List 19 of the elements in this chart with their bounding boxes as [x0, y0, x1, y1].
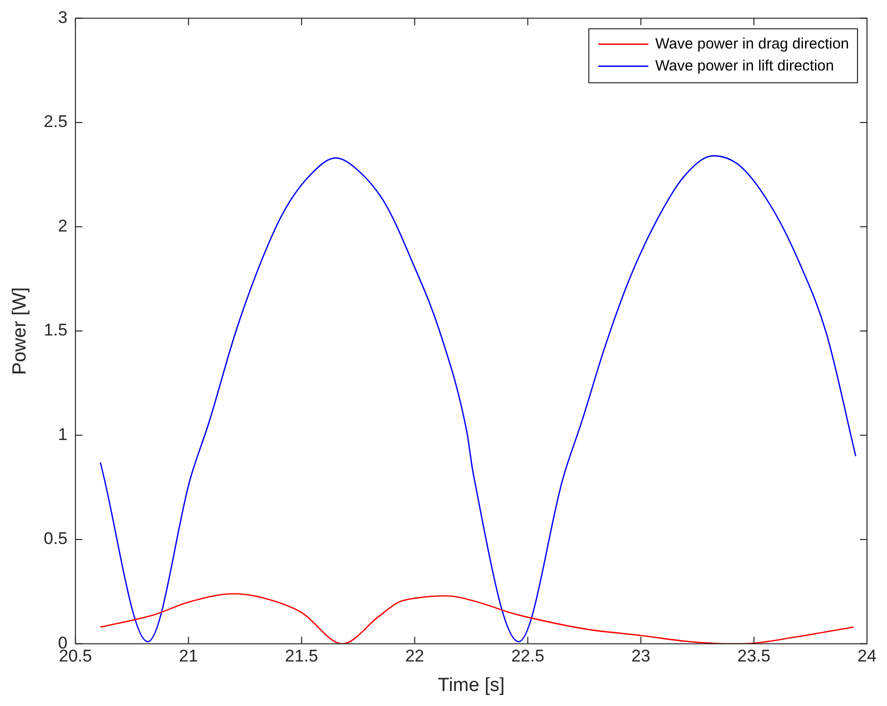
x-tick-label: 21.5	[285, 646, 318, 666]
y-tick-label: 2	[58, 216, 68, 236]
y-axis-title: Power [W]	[10, 287, 31, 375]
y-tick-label: 2.5	[44, 112, 68, 132]
legend-label: Wave power in lift direction	[655, 57, 834, 74]
x-tick-label: 23	[631, 646, 650, 666]
line-series	[100, 155, 856, 642]
legend-label: Wave power in drag direction	[655, 35, 850, 52]
x-tick-label: 24	[858, 646, 876, 666]
line-series	[100, 593, 854, 644]
x-tick-label: 22.5	[511, 646, 544, 666]
y-tick-label: 1.5	[44, 320, 68, 340]
y-tick-label: 3	[58, 8, 68, 27]
y-tick-label: 1	[58, 424, 68, 444]
x-tick-label: 23.5	[737, 646, 770, 666]
x-tick-label: 22	[405, 646, 424, 666]
x-tick-label: 21	[179, 646, 198, 666]
x-axis-title: Time [s]	[438, 674, 505, 696]
y-tick-label: 0.5	[44, 529, 68, 548]
